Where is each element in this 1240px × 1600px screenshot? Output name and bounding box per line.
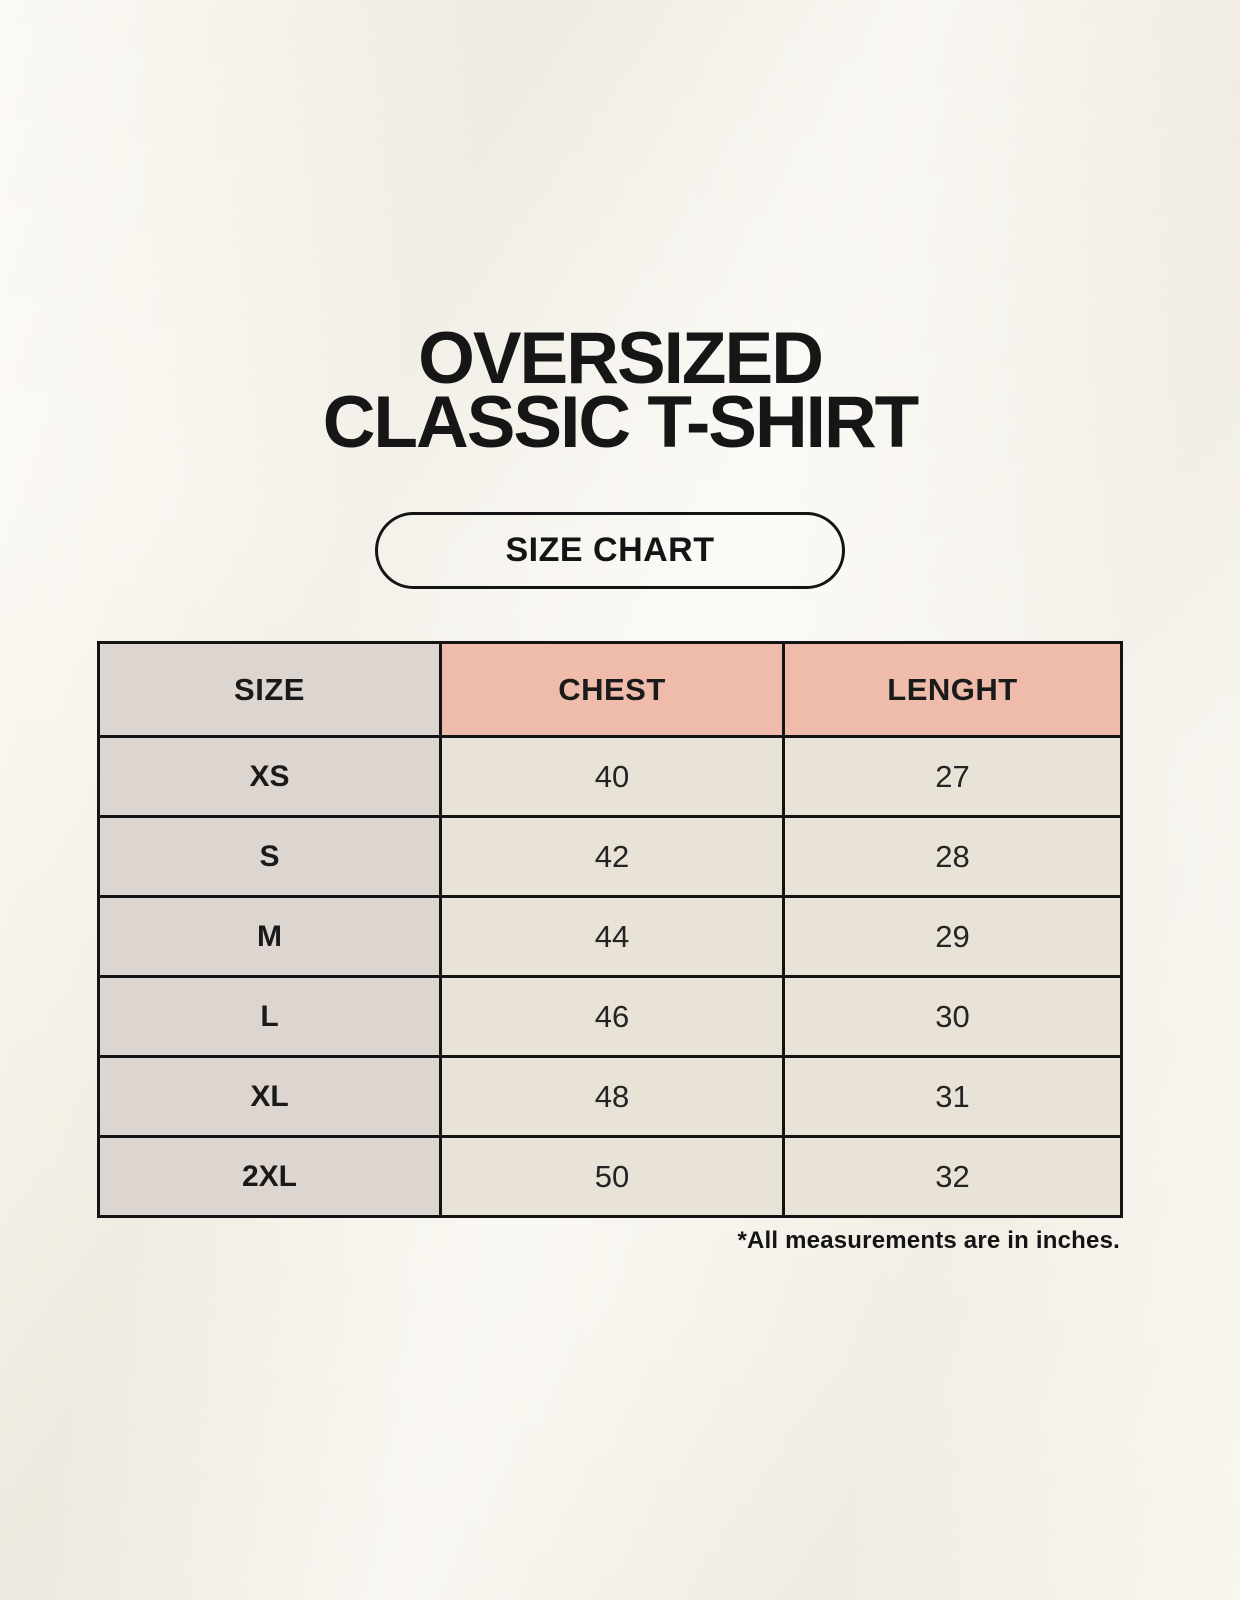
length-value: 27	[782, 735, 1123, 818]
size-chart-table-container: SIZE CHEST LENGHT XS 40 27 S 42 28 M 44 …	[97, 641, 1123, 1255]
size-label: S	[97, 815, 442, 898]
column-header-length: LENGHT	[782, 641, 1123, 738]
page-title-line1: OVERSIZED	[418, 318, 824, 399]
table-row: S 42 28	[97, 815, 1123, 898]
measurements-footnote: *All measurements are in inches.	[737, 1227, 1120, 1254]
size-label: XS	[97, 735, 442, 818]
length-value: 30	[782, 975, 1123, 1058]
size-label: M	[97, 895, 442, 978]
size-chart-table: SIZE CHEST LENGHT XS 40 27 S 42 28 M 44 …	[97, 641, 1123, 1218]
size-label: 2XL	[97, 1135, 442, 1218]
table-row: L 46 30	[97, 975, 1123, 1058]
page-title: OVERSIZED CLASSIC T-SHIRT	[0, 318, 1240, 463]
chest-value: 42	[439, 815, 785, 898]
page-title-line2: CLASSIC T-SHIRT	[322, 382, 920, 463]
length-value: 29	[782, 895, 1123, 978]
chest-value: 48	[439, 1055, 785, 1138]
chest-value: 44	[439, 895, 785, 978]
table-row: XS 40 27	[97, 735, 1123, 818]
chest-value: 40	[439, 735, 785, 818]
length-value: 32	[782, 1135, 1123, 1218]
chest-value: 46	[439, 975, 785, 1058]
table-header-row: SIZE CHEST LENGHT	[97, 641, 1123, 738]
table-row: M 44 29	[97, 895, 1123, 978]
size-chart-badge-label: SIZE CHART	[505, 531, 715, 569]
size-label: XL	[97, 1055, 442, 1138]
column-header-size: SIZE	[97, 641, 442, 738]
length-value: 31	[782, 1055, 1123, 1138]
size-label: L	[97, 975, 442, 1058]
column-header-chest: CHEST	[439, 641, 785, 738]
length-value: 28	[782, 815, 1123, 898]
table-row: XL 48 31	[97, 1055, 1123, 1138]
table-row: 2XL 50 32	[97, 1135, 1123, 1218]
chest-value: 50	[439, 1135, 785, 1218]
size-chart-badge: SIZE CHART	[375, 512, 845, 589]
